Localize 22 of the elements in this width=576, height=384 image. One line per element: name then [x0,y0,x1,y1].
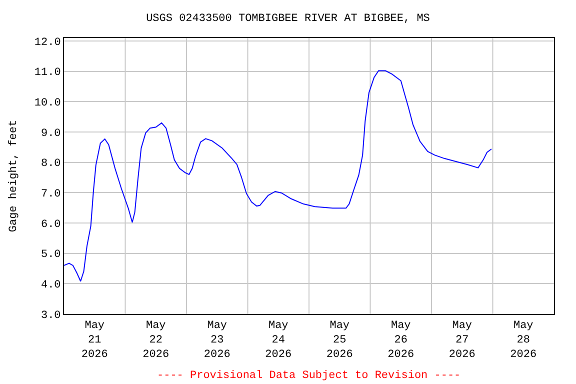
y-axis-title: Gage height, feet [8,120,20,232]
x-tick-label: May 24 2026 [265,320,292,361]
y-tick-label: 10.0 [34,98,61,110]
y-tick-label: 4.0 [40,280,61,292]
y-tick-label: 3.0 [40,310,61,322]
y-tick-label: 6.0 [40,218,61,231]
x-tick-label: May 23 2026 [204,320,230,361]
y-tick-label: 7.0 [40,188,61,201]
y-tick-label: 12.0 [34,36,61,49]
x-tick-label: May 27 2026 [448,320,476,361]
x-tick-label: May 25 2026 [326,320,353,361]
y-tick-label: 11.0 [34,67,61,80]
y-tick-label: 9.0 [40,128,61,140]
y-tick-label: 8.0 [40,158,61,170]
x-tick-label: May 26 2026 [388,320,414,361]
x-tick-label: May 28 2026 [510,320,537,361]
y-tick-label: 5.0 [40,249,61,262]
text: ---- Provisional Data Subject to Revision ---- [157,370,461,382]
chart-title: USGS 02433500 TOMBIGBEE RIVER AT BIGBEE, MS [146,13,430,26]
line-series [64,70,492,282]
x-tick-label: May 22 2026 [142,320,170,361]
x-tick-label: May 21 2026 [81,320,108,361]
